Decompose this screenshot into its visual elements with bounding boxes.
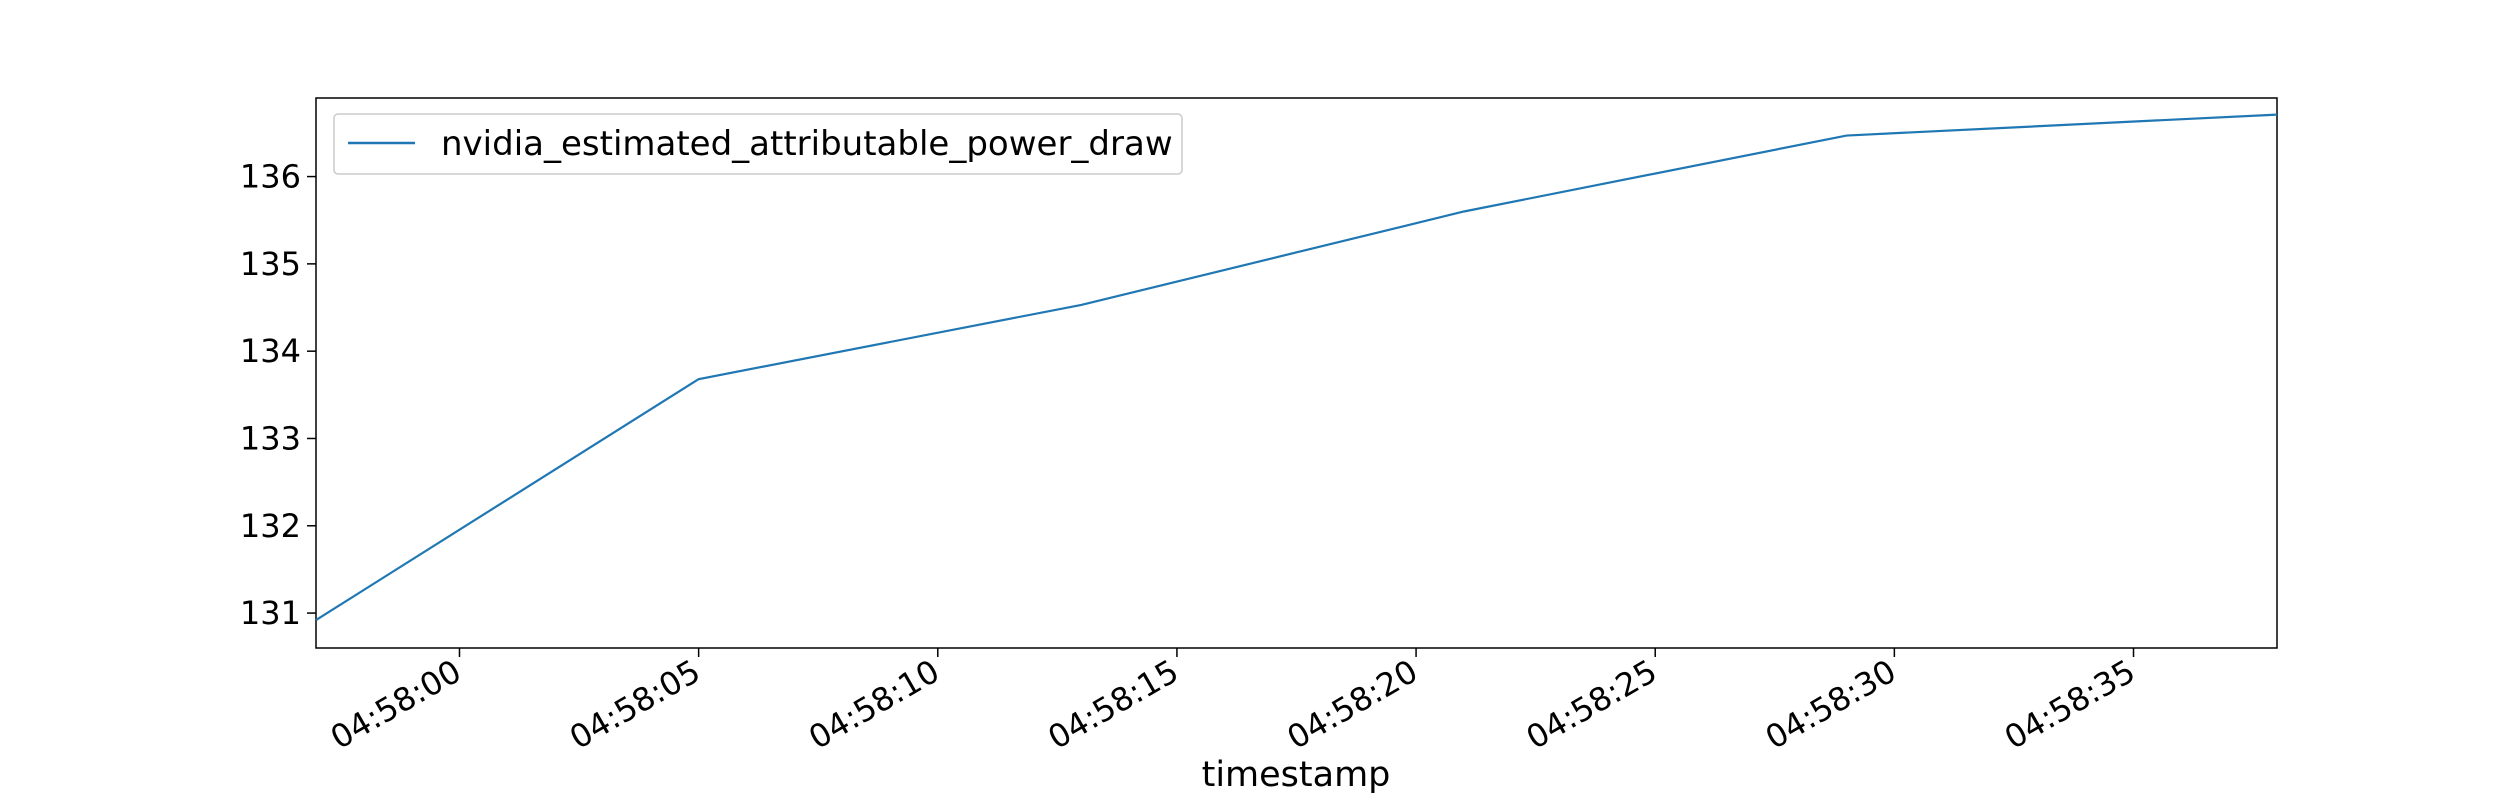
- x-tick-label: 04:58:25: [1520, 652, 1663, 757]
- x-tick-label: 04:58:05: [563, 652, 706, 757]
- y-tick-label: 131: [240, 594, 301, 632]
- x-tick-label: 04:58:00: [324, 652, 467, 757]
- legend-entry-label: nvidia_estimated_attributable_power_draw: [441, 124, 1173, 164]
- series-line-0: [315, 113, 2278, 621]
- series-layer: [315, 113, 2278, 621]
- y-tick-label: 135: [240, 245, 301, 283]
- x-tick-label: 04:58:15: [1041, 652, 1184, 757]
- x-axis-title: timestamp: [1202, 755, 1391, 795]
- y-axis: 131 132 133 134 135 136: [240, 158, 316, 632]
- y-tick-label: 132: [240, 507, 301, 545]
- x-tick-label: 04:58:10: [802, 652, 945, 757]
- y-tick-label: 133: [240, 419, 301, 457]
- plot-area: [315, 97, 2278, 649]
- x-tick-label: 04:58:30: [1759, 652, 1902, 757]
- x-tick-label: 04:58:35: [1998, 652, 2141, 757]
- y-tick-label: 134: [240, 332, 301, 370]
- x-tick-label: 04:58:20: [1281, 652, 1424, 757]
- legend: nvidia_estimated_attributable_power_draw: [333, 113, 1183, 175]
- y-tick-label: 136: [240, 158, 301, 196]
- x-axis: 04:58:00 04:58:05 04:58:10 04:58:15 04:58:20…: [324, 648, 2142, 757]
- legend-box: [333, 113, 1183, 175]
